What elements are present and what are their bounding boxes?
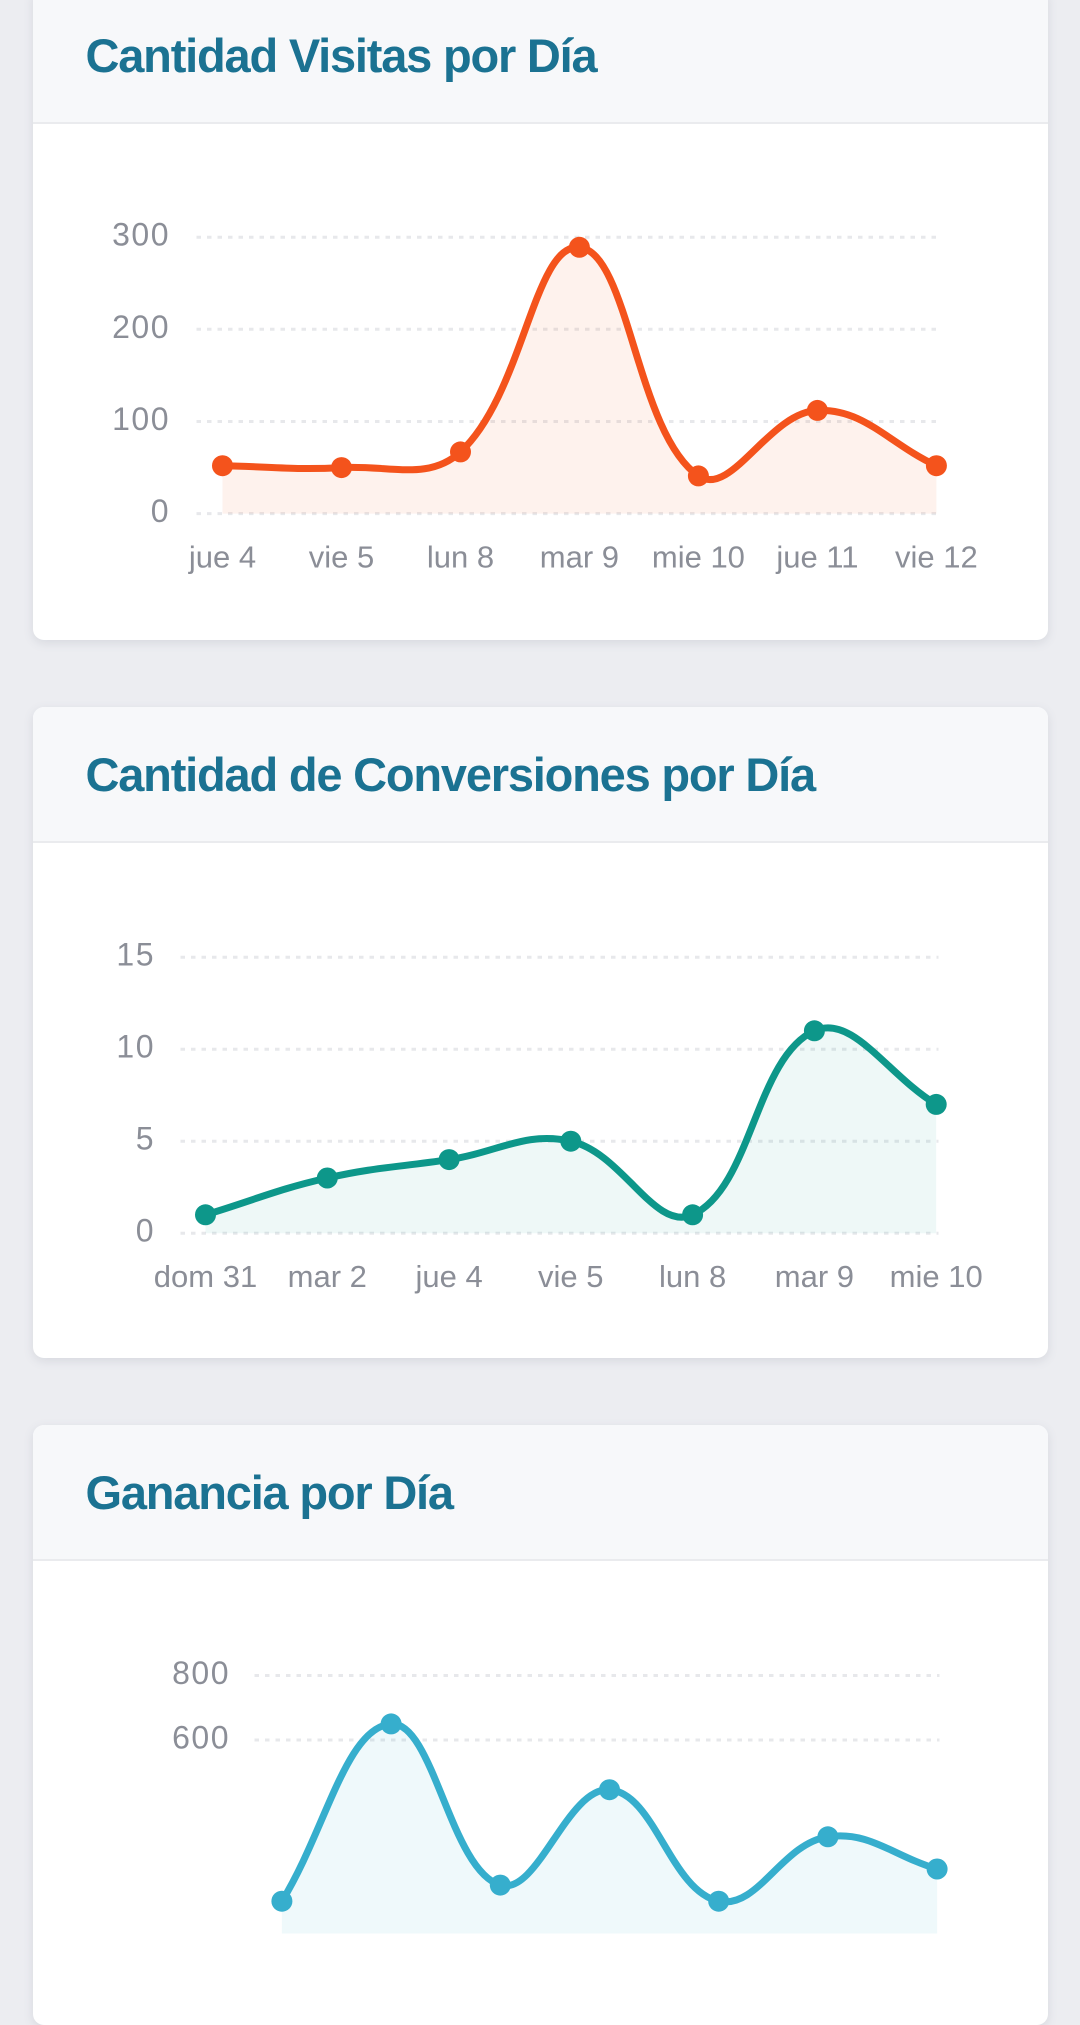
svg-text:vie 5: vie 5 [538, 1259, 603, 1294]
svg-text:5: 5 [135, 1121, 154, 1157]
svg-text:jue 4: jue 4 [414, 1259, 482, 1294]
svg-text:mar 2: mar 2 [287, 1259, 366, 1294]
svg-text:lun 8: lun 8 [426, 540, 493, 575]
svg-text:100: 100 [112, 401, 170, 437]
svg-text:jue 4: jue 4 [187, 540, 255, 575]
svg-text:15: 15 [116, 937, 155, 973]
svg-text:jue 11: jue 11 [775, 540, 858, 575]
svg-text:10: 10 [116, 1029, 155, 1065]
svg-text:800: 800 [172, 1655, 230, 1691]
svg-text:vie 5: vie 5 [308, 540, 373, 575]
svg-text:300: 300 [112, 217, 170, 253]
svg-text:dom 31: dom 31 [153, 1259, 256, 1294]
svg-text:0: 0 [135, 1213, 154, 1249]
svg-text:mie 10: mie 10 [889, 1259, 982, 1294]
svg-text:lun 8: lun 8 [658, 1259, 725, 1294]
svg-text:600: 600 [172, 1720, 230, 1756]
svg-text:vie 12: vie 12 [895, 540, 978, 575]
svg-text:mie 10: mie 10 [651, 540, 744, 575]
svg-text:0: 0 [150, 493, 169, 529]
svg-text:200: 200 [112, 309, 170, 345]
svg-text:mar 9: mar 9 [539, 540, 618, 575]
svg-text:mar 9: mar 9 [774, 1259, 853, 1294]
